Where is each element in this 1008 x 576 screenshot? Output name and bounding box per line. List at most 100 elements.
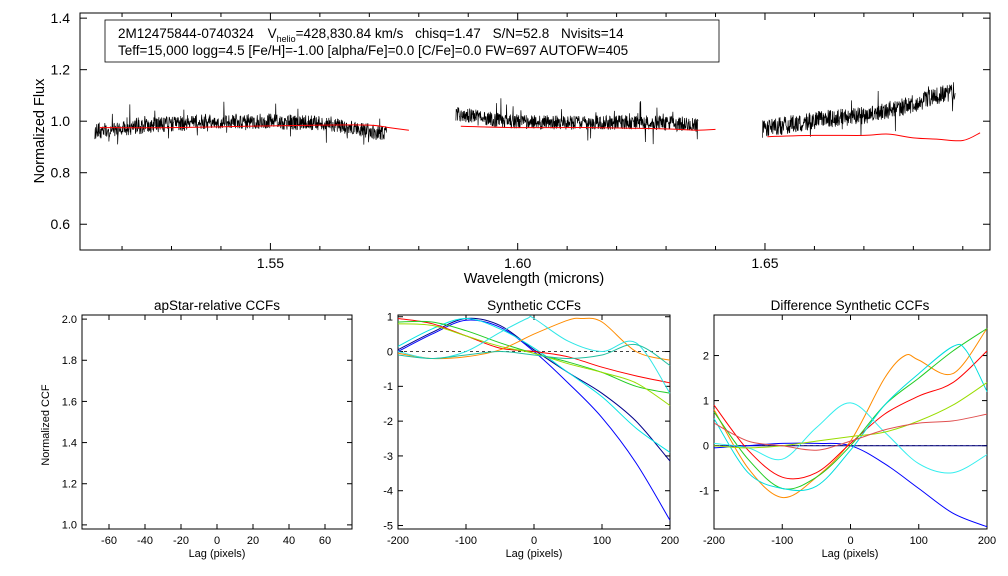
synthetic-xlabel: Lag (pixels) [506,548,563,560]
y-tick-label: 1 [703,395,709,407]
difference-series [713,328,988,528]
x-tick-label: 200 [661,535,679,547]
x-tick-label: 0 [214,535,220,547]
x-tick-label: 20 [247,535,259,547]
y-tick-label: 0 [387,346,393,358]
header-line-2: Teff=15,000 logg=4.5 [Fe/H]=-1.00 [alpha… [118,43,628,58]
spectrum-series [94,82,981,145]
difference-x-ticks: -200 -100 0 100 200 [703,315,996,547]
y-tick-label: 1.6 [62,396,77,408]
y-tick-label: 1 [387,312,393,324]
ccf-series-green [397,320,671,394]
synthetic-title: Synthetic CCFs [487,298,581,313]
x-tick-label: 60 [319,535,331,547]
y-tick-label: 1.4 [62,437,77,449]
spectrum-xlabel: Wavelength (microns) [464,271,604,287]
y-tick-label: 0 [703,441,709,453]
y-tick-label: 1.0 [51,113,71,129]
synthetic-ccf-panel: -5 -4 -3 -2 -1 0 1 -200 -100 0 100 200 Synthetic C… [383,298,679,560]
apstar-x-ticks: -60 -40 -20 0 20 40 60 [101,315,331,547]
ccf-series-cyan-a [397,317,671,453]
y-tick-label: -5 [383,520,393,532]
vhelio-prefix: V [268,26,277,41]
synthetic-x-ticks: -200 -100 0 100 200 [387,315,679,547]
difference-ccf-panel: -1 0 1 2 -200 -100 0 100 200 Difference Synthet… [699,298,996,560]
y-tick-label: -2 [383,416,393,428]
y-tick-label: -3 [383,451,393,463]
ccf-series-teal [397,343,671,366]
difference-y-ticks: -1 0 1 2 [699,350,987,498]
ccf-series-salmon [713,413,988,451]
x-tick-label: -100 [771,535,793,547]
y-tick-label: 0.8 [51,165,71,181]
x-tick-label: 200 [978,535,996,547]
ccf-series-cyan-a [713,343,988,492]
ccf-series-red [397,318,671,384]
observed-flux-segment [455,98,699,145]
x-tick-label: 1.65 [751,255,778,271]
y-tick-label: -1 [699,486,709,498]
x-tick-label: 100 [910,535,928,547]
y-tick-label: 1.8 [62,355,77,367]
difference-xlabel: Lag (pixels) [822,548,879,560]
y-tick-label: -4 [383,486,393,498]
y-tick-label: 0.6 [51,216,71,232]
x-tick-label: 1.60 [504,255,531,271]
ccf-series-orange [713,328,988,499]
x-tick-label: -200 [387,535,409,547]
synthetic-y-ticks: -5 -4 -3 -2 -1 0 1 [383,312,670,532]
spectrum-x-ticks: 1.55 1.60 1.65 [121,13,964,271]
x-tick-label: 40 [283,535,295,547]
star-id: 2M12475844-0740324 [118,26,254,41]
y-tick-label: 1.2 [51,62,71,78]
apstar-y-ticks: 1.0 1.2 1.4 1.6 1.8 2.0 [62,314,352,532]
x-tick-label: 0 [531,535,537,547]
ccf-series-blue [713,442,988,528]
spectrum-panel: 0.6 0.8 1.0 1.2 1.4 1.55 1.60 1.65 2M12475844-… [32,10,991,287]
x-tick-label: 100 [593,535,611,547]
ccf-series-yellow-green [397,323,671,406]
ccf-series-navy [397,317,671,462]
x-tick-label: -60 [101,535,117,547]
apstar-xlabel: Lag (pixels) [189,548,246,560]
ccf-series-yellow-green [713,382,988,449]
x-tick-label: -200 [703,535,725,547]
y-tick-label: -1 [383,381,393,393]
y-tick-label: 2.0 [62,314,77,326]
model-flux-segment [767,132,981,142]
vhelio-value: =428,830.84 km/s [296,26,404,41]
model-flux-segment [99,124,409,131]
snr: S/N=52.8 [493,26,550,41]
x-tick-label: -20 [173,535,189,547]
x-tick-label: -40 [137,535,153,547]
x-tick-label: -100 [455,535,477,547]
difference-title: Difference Synthetic CCFs [771,298,930,313]
ccf-series-cyan-b [713,402,988,474]
y-tick-label: 1.2 [62,479,77,491]
x-tick-label: 0 [847,535,853,547]
chisq: chisq=1.47 [415,26,481,41]
ccf-series-cyan-b [397,315,671,394]
observed-flux-segment [762,82,956,138]
apstar-ylabel: Normalized CCF [40,384,52,466]
model-flux-segment [460,125,716,131]
y-tick-label: 1.4 [51,10,71,26]
header-box [104,19,720,63]
nvisits: Nvisits=14 [561,26,624,41]
spectrum-plot-frame [79,12,991,251]
apstar-plot-frame [81,314,353,530]
apstar-title: apStar-relative CCFs [154,298,280,313]
x-tick-label: 1.55 [257,255,284,271]
ccf-series-green [713,328,988,490]
y-tick-label: 1.0 [62,520,77,532]
spectrum-ylabel: Normalized Flux [32,78,48,183]
ccf-series-red [713,350,988,480]
header-line-1: 2M12475844-0740324 Vhelio=428,830.84 km/… [118,26,624,44]
apstar-ccf-panel: 1.0 1.2 1.4 1.6 1.8 2.0 -60 -40 -20 0 20 40 60 apSt… [40,298,353,560]
ccf-series-orange [397,317,671,361]
spectrum-y-ticks: 0.6 0.8 1.0 1.2 1.4 [51,10,990,232]
vhelio-subscript: helio [277,34,296,44]
observed-flux-segment [94,101,387,145]
y-tick-label: 2 [703,350,709,362]
